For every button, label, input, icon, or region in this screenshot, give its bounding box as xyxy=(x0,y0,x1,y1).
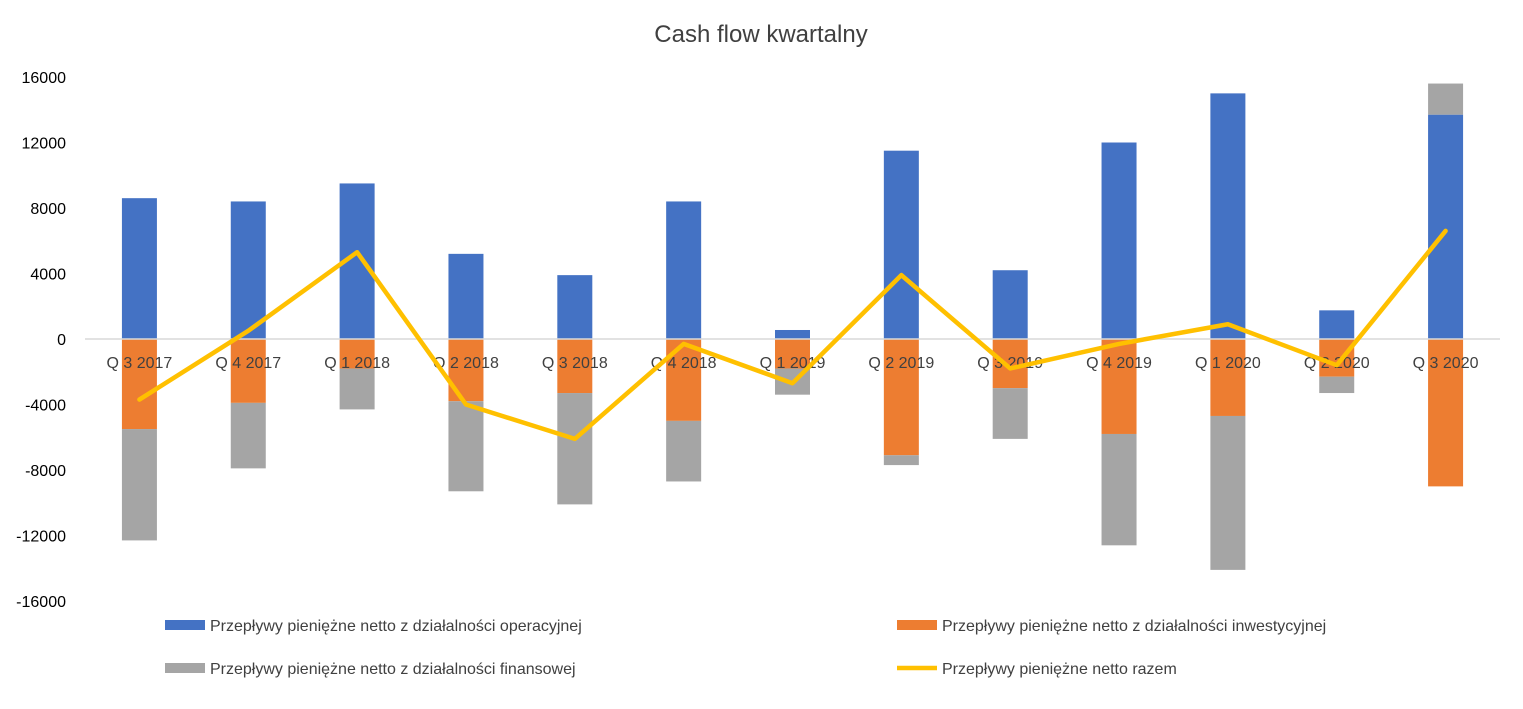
legend-label: Przepływy pieniężne netto razem xyxy=(942,661,1177,678)
y-tick-label: 16000 xyxy=(22,70,67,87)
x-tick-label: Q 2 2019 xyxy=(868,355,934,372)
x-tick-label: Q 2 2018 xyxy=(433,355,499,372)
bar-series-1 xyxy=(775,329,810,339)
bar-series-1 xyxy=(1101,142,1137,339)
x-tick-label: Q 1 2020 xyxy=(1195,355,1261,372)
y-tick-label: 4000 xyxy=(30,267,66,284)
x-tick-label: Q 4 2019 xyxy=(1086,355,1152,372)
bar-series-3 xyxy=(557,393,593,505)
bar-series-2 xyxy=(1210,339,1246,416)
bar-series-3 xyxy=(1319,376,1355,394)
bars-layer xyxy=(121,83,1464,570)
legend-label: Przepływy pieniężne netto z działalności… xyxy=(210,618,582,635)
x-tick-label: Q 1 2018 xyxy=(324,355,390,372)
y-tick-label: -4000 xyxy=(25,398,66,415)
bar-series-2 xyxy=(666,339,702,421)
bar-series-2 xyxy=(339,339,375,369)
bar-series-2 xyxy=(557,339,593,394)
bar-series-1 xyxy=(557,275,593,339)
bar-series-1 xyxy=(666,201,702,339)
y-tick-label: 8000 xyxy=(30,201,66,218)
line-layer xyxy=(137,228,1448,442)
x-axis-ticks: Q 3 2017 Q 4 2017 Q 1 2018 Q 2 2018 Q 3 2018… xyxy=(107,355,1479,372)
bar-series-3 xyxy=(992,388,1028,439)
x-tick-label: Q 3 2019 xyxy=(977,355,1043,372)
bar-series-3 xyxy=(448,401,484,492)
bar-series-1 xyxy=(883,150,919,339)
y-tick-label: 0 xyxy=(57,332,66,349)
bar-series-1 xyxy=(1319,310,1355,339)
legend-swatch xyxy=(165,620,205,630)
legend: Przepływy pieniężne netto z działalności… xyxy=(165,618,1326,678)
y-tick-label: 12000 xyxy=(22,136,67,153)
bar-series-1 xyxy=(1428,114,1464,339)
bar-series-1 xyxy=(121,198,157,339)
bar-series-1 xyxy=(992,270,1028,339)
legend-swatch xyxy=(897,620,937,630)
bar-series-2 xyxy=(883,339,919,456)
bar-series-1 xyxy=(1210,93,1246,339)
bar-series-3 xyxy=(121,429,157,541)
bar-series-2 xyxy=(1101,339,1137,434)
bar-series-3 xyxy=(1428,83,1464,115)
bar-series-3 xyxy=(230,402,266,469)
bar-series-1 xyxy=(230,201,266,339)
y-tick-label: -8000 xyxy=(25,463,66,480)
x-tick-label: Q 3 2018 xyxy=(542,355,608,372)
y-tick-label: -12000 xyxy=(16,529,66,546)
legend-swatch xyxy=(165,663,205,673)
legend-label: Przepływy pieniężne netto z działalności… xyxy=(942,618,1326,635)
legend-label: Przepływy pieniężne netto z działalności… xyxy=(210,661,576,678)
bar-series-3 xyxy=(339,368,375,410)
bar-series-3 xyxy=(1210,415,1246,570)
chart-title: Cash flow kwartalny xyxy=(654,21,867,48)
x-tick-label: Q 3 2017 xyxy=(107,355,173,372)
bar-series-2 xyxy=(775,339,810,369)
bar-series-1 xyxy=(448,253,484,339)
y-tick-label: -16000 xyxy=(16,594,66,611)
bar-series-3 xyxy=(666,420,702,482)
bar-series-2 xyxy=(1319,339,1355,377)
x-tick-label: Q 4 2017 xyxy=(215,355,281,372)
total-line xyxy=(137,228,1448,442)
bar-series-2 xyxy=(230,339,266,403)
bar-series-2 xyxy=(121,339,157,430)
y-axis-ticks: 16000 12000 8000 4000 0 -4000 -8000 -12000 -1600… xyxy=(16,70,66,611)
bar-series-3 xyxy=(883,455,919,466)
bar-series-3 xyxy=(1101,433,1137,546)
bar-series-2 xyxy=(1428,339,1464,487)
x-tick-label: Q 3 2020 xyxy=(1413,355,1479,372)
